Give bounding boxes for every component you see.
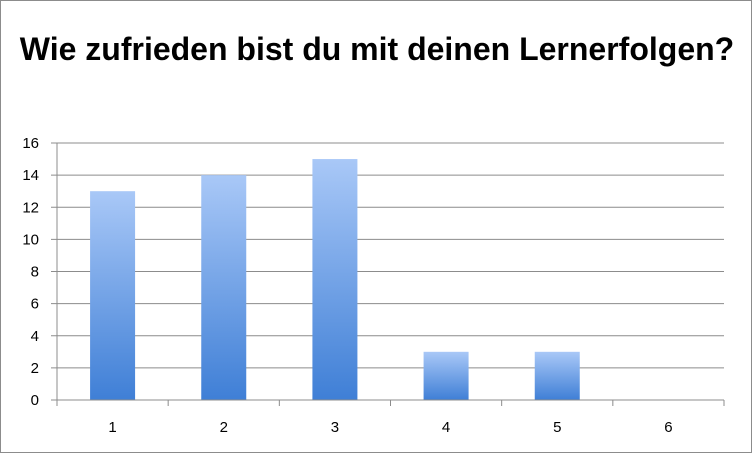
bar-3 [312, 159, 358, 400]
bar-5 [534, 351, 580, 400]
x-tick-label: 2 [220, 419, 228, 436]
bar-1 [90, 191, 136, 400]
y-tick-labels: 0 2 4 6 8 10 12 14 16 [22, 135, 39, 409]
x-tick-label: 6 [664, 419, 672, 436]
chart-title: Wie zufrieden bist du mit deinen Lernerf… [19, 31, 735, 67]
y-tick-label: 14 [22, 167, 39, 184]
x-tick-label: 1 [108, 419, 116, 436]
x-tick-label: 5 [553, 419, 561, 436]
y-tick-label: 10 [22, 231, 39, 248]
axes [56, 143, 725, 406]
y-tick-label: 16 [22, 135, 39, 152]
bars [90, 159, 580, 400]
x-tick-label: 3 [331, 419, 339, 436]
x-tick-label: 4 [442, 419, 450, 436]
x-tick-labels: 1 2 3 4 5 6 [108, 419, 672, 436]
y-tick-label: 0 [31, 392, 39, 409]
y-tick-label: 12 [22, 199, 39, 216]
y-tick-label: 4 [31, 328, 39, 345]
y-tick-label: 6 [31, 296, 39, 313]
gridlines [51, 142, 724, 401]
bar-4 [423, 351, 469, 400]
bar-2 [201, 175, 247, 400]
y-tick-label: 2 [31, 360, 39, 377]
y-tick-label: 8 [31, 264, 39, 281]
